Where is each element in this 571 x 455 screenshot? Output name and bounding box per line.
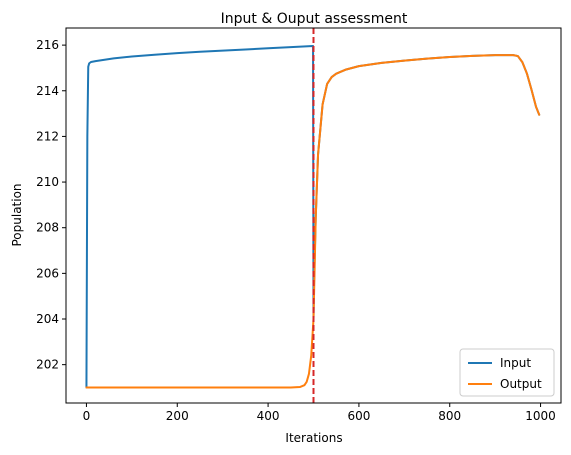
legend-label-input: Input <box>500 356 531 370</box>
chart-title: Input & Ouput assessment <box>221 11 408 27</box>
y-tick-label: 212 <box>36 129 59 143</box>
x-tick-label: 0 <box>83 409 91 423</box>
x-tick-label: 600 <box>347 409 370 423</box>
y-tick-label: 204 <box>36 312 59 326</box>
y-tick-label: 210 <box>36 175 59 189</box>
x-axis-label: Iterations <box>285 431 342 445</box>
y-tick-label: 208 <box>36 221 59 235</box>
y-tick-label: 216 <box>36 38 59 52</box>
series-line-output <box>85 54 541 389</box>
legend-label-output: Output <box>500 377 542 391</box>
x-tick-label: 400 <box>257 409 280 423</box>
y-tick-label: 214 <box>36 84 59 98</box>
x-tick-label: 800 <box>438 409 461 423</box>
legend: Input Output <box>459 348 555 397</box>
plot-frame <box>65 27 562 404</box>
y-tick-label: 202 <box>36 358 59 372</box>
x-tick-label: 1000 <box>525 409 556 423</box>
y-tick-label: 206 <box>36 266 59 280</box>
y-axis-label: Population <box>10 183 24 246</box>
x-tick-label: 200 <box>166 409 189 423</box>
